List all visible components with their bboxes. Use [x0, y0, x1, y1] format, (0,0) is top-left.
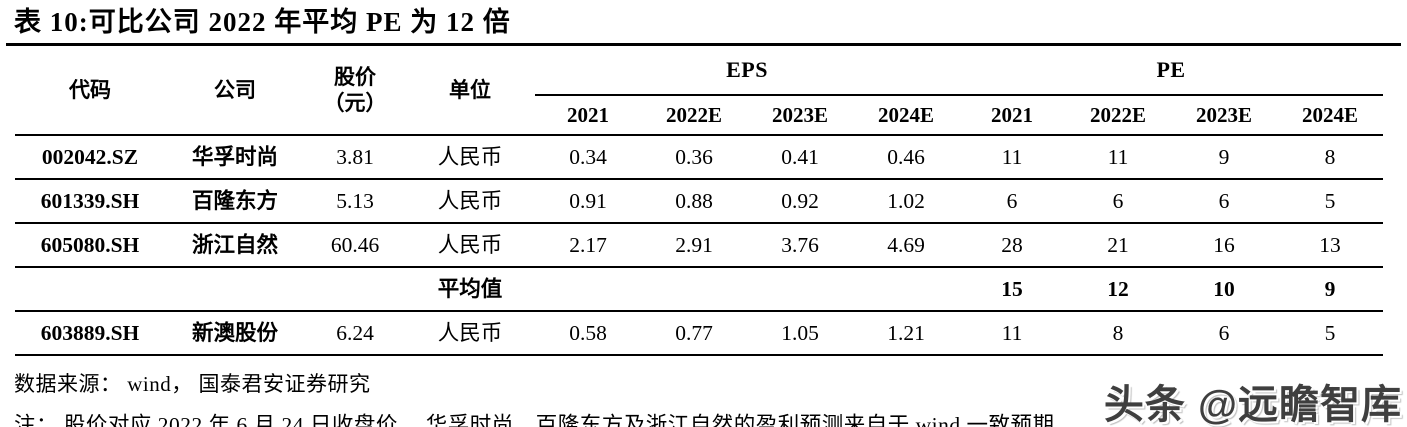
cell-avg-pe-2021: 15: [959, 267, 1066, 313]
cell-code: 601339.SH: [15, 179, 165, 225]
cell-code: 603889.SH: [15, 311, 165, 357]
cell-eps-2021: 0.91: [535, 179, 641, 225]
header-row-years: 2021 2022E 2023E 2024E 2021 2022E 2023E …: [15, 95, 1384, 137]
cell-eps-2024e: 1.21: [853, 311, 960, 357]
cell-eps-2024e: 1.02: [853, 179, 960, 225]
col-header-price: 股价 （元）: [305, 46, 405, 137]
cell-eps-2023e: 3.76: [747, 223, 853, 269]
cell-price: 6.24: [305, 311, 405, 357]
col-header-code: 代码: [15, 46, 165, 137]
cell-eps-empty: [641, 267, 747, 313]
pe-year-2021: 2021: [959, 95, 1066, 137]
cell-eps-2023e: 0.92: [747, 179, 853, 225]
footnote-text: 注： 股价对应 2022 年 6 月 24 日收盘价， 华孚时尚、百隆东方及浙江…: [14, 413, 1055, 427]
cell-company: 百隆东方: [165, 179, 305, 225]
cell-pe-2022e: 8: [1065, 311, 1172, 357]
cell-price: 60.46: [305, 223, 405, 269]
cell-pe-2022e: 21: [1065, 223, 1172, 269]
cell-company-empty: [165, 267, 305, 313]
cell-pe-2023e: 9: [1171, 135, 1278, 181]
cell-code: 605080.SH: [15, 223, 165, 269]
cell-eps-2021: 0.34: [535, 135, 641, 181]
col-header-company: 公司: [165, 46, 305, 137]
pe-year-2022e: 2022E: [1065, 95, 1172, 137]
cell-eps-2024e: 4.69: [853, 223, 960, 269]
cell-eps-2022e: 0.88: [641, 179, 747, 225]
cell-eps-2021: 2.17: [535, 223, 641, 269]
cell-company: 华孚时尚: [165, 135, 305, 181]
cell-unit: 人民币: [405, 179, 535, 225]
cell-code: 002042.SZ: [15, 135, 165, 181]
cell-avg-pe-2023e: 10: [1171, 267, 1278, 313]
cell-pe-2023e: 6: [1171, 179, 1278, 225]
cell-pe-2024e: 13: [1277, 223, 1384, 269]
cell-unit: 人民币: [405, 223, 535, 269]
table-row-xinao: 603889.SH 新澳股份 6.24 人民币 0.58 0.77 1.05 1…: [15, 311, 1384, 357]
cell-eps-2024e: 0.46: [853, 135, 960, 181]
cell-pe-2024e: 5: [1277, 179, 1384, 225]
cell-pe-2023e: 16: [1171, 223, 1278, 269]
col-header-price-line2: （元）: [323, 91, 387, 116]
pe-year-2024e: 2024E: [1277, 95, 1384, 137]
cell-pe-2023e: 6: [1171, 311, 1278, 357]
cell-average-label: 平均值: [405, 267, 535, 313]
cell-pe-2024e: 8: [1277, 135, 1384, 181]
cell-eps-empty: [853, 267, 960, 313]
cell-price-empty: [305, 267, 405, 313]
group-header-eps: EPS: [535, 46, 960, 97]
table-row-zhejiang: 605080.SH 浙江自然 60.46 人民币 2.17 2.91 3.76 …: [15, 223, 1384, 269]
cell-company: 新澳股份: [165, 311, 305, 357]
cell-pe-2021: 11: [959, 311, 1066, 357]
cell-eps-empty: [747, 267, 853, 313]
table-title: 表 10:可比公司 2022 年平均 PE 为 12 倍: [14, 7, 511, 37]
col-header-price-line1: 股价: [334, 64, 376, 89]
cell-pe-2021: 6: [959, 179, 1066, 225]
eps-year-2021: 2021: [535, 95, 641, 137]
comparable-companies-table: 代码 公司 股价 （元） 单位 EPS PE 2021 2022E 2023E …: [15, 46, 1384, 357]
cell-avg-pe-2024e: 9: [1277, 267, 1384, 313]
cell-pe-2022e: 11: [1065, 135, 1172, 181]
cell-company: 浙江自然: [165, 223, 305, 269]
cell-price: 3.81: [305, 135, 405, 181]
cell-price: 5.13: [305, 179, 405, 225]
cell-eps-2022e: 0.36: [641, 135, 747, 181]
cell-eps-2023e: 0.41: [747, 135, 853, 181]
cell-eps-2023e: 1.05: [747, 311, 853, 357]
table-row-average: 平均值 15 12 10 9: [15, 267, 1384, 313]
title-underline: [6, 43, 1401, 47]
eps-year-2022e: 2022E: [641, 95, 747, 137]
watermark-text: 头条 @远瞻智库: [1103, 383, 1402, 427]
cell-unit: 人民币: [405, 311, 535, 357]
cell-pe-2021: 11: [959, 135, 1066, 181]
data-source-text: 数据来源： wind， 国泰君安证券研究: [14, 372, 371, 397]
cell-pe-2022e: 6: [1065, 179, 1172, 225]
cell-unit: 人民币: [405, 135, 535, 181]
eps-year-2024e: 2024E: [853, 95, 960, 137]
cell-pe-2024e: 5: [1277, 311, 1384, 357]
cell-eps-2022e: 2.91: [641, 223, 747, 269]
table-row-huafu: 002042.SZ 华孚时尚 3.81 人民币 0.34 0.36 0.41 0…: [15, 135, 1384, 181]
header-row-groups: 代码 公司 股价 （元） 单位 EPS PE: [15, 46, 1384, 137]
cell-eps-2022e: 0.77: [641, 311, 747, 357]
cell-avg-pe-2022e: 12: [1065, 267, 1172, 313]
cell-code-empty: [15, 267, 165, 313]
cell-eps-empty: [535, 267, 641, 313]
cell-pe-2021: 28: [959, 223, 1066, 269]
pe-year-2023e: 2023E: [1171, 95, 1278, 137]
cell-eps-2021: 0.58: [535, 311, 641, 357]
table-row-bailong: 601339.SH 百隆东方 5.13 人民币 0.91 0.88 0.92 1…: [15, 179, 1384, 225]
eps-year-2023e: 2023E: [747, 95, 853, 137]
col-header-unit: 单位: [405, 46, 535, 137]
group-header-pe: PE: [959, 46, 1384, 97]
